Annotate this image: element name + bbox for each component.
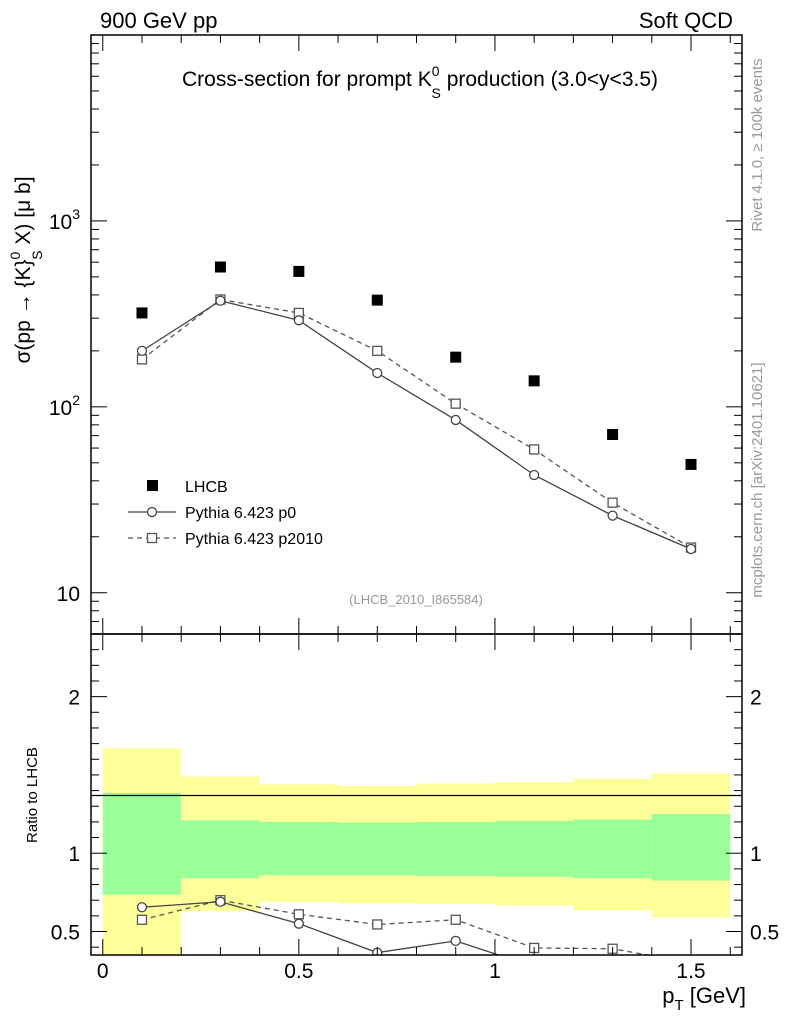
ratio-ylabel: Ratio to LHCB	[24, 747, 41, 843]
ratio-point-p2010	[293, 909, 304, 920]
x-tick-label: 0.5	[284, 960, 313, 983]
ratio-point-p0	[450, 935, 461, 947]
top-ytick-label: 10	[57, 583, 80, 606]
top-point-p0	[293, 315, 304, 326]
top-point-lhcb	[136, 307, 148, 319]
main-ylabel-sup: 0	[7, 252, 23, 260]
top-ytick-label-base: 10	[57, 583, 80, 606]
ratio-ytick-label-right: 2	[750, 687, 762, 710]
top-point-lhcb	[214, 261, 226, 273]
ratio-ytick-label-right: 0.5	[750, 922, 779, 945]
ratio-point-p2010	[372, 919, 383, 930]
analysis-watermark: (LHCB_2010_I865584)	[349, 592, 483, 607]
top-ytick-label: 103	[49, 206, 80, 234]
ratio-axes: 0.5 0.5 1 1 2 2 0 0.5 1 1.5	[51, 634, 779, 983]
header-right: Soft QCD	[639, 8, 733, 33]
ratio-band-green	[651, 814, 731, 881]
top-point-lhcb	[450, 351, 462, 363]
ratio-point-p0	[136, 902, 148, 913]
legend-marker-p2010	[146, 532, 158, 544]
top-ytick-label-exp: 2	[72, 392, 80, 408]
x-tick-label: 1	[489, 960, 501, 983]
x-axis-label: pT [GeV]	[662, 983, 746, 1014]
top-point-lhcb	[371, 294, 383, 306]
top-point-p2010	[450, 398, 461, 409]
top-ytick-label-base: 10	[49, 397, 72, 420]
legend-label-lhcb: LHCB	[185, 479, 228, 496]
ratio-ytick-label-left: 0.5	[51, 922, 80, 945]
x-axis-label-sub: T	[674, 997, 683, 1014]
top-point-p0	[685, 543, 697, 555]
ratio-band-green	[338, 822, 417, 876]
top-point-p2010	[136, 354, 148, 365]
header-left: 900 GeV pp	[100, 8, 217, 33]
main-ylabel: σ(pp → {K}0 S X) [μ b]	[7, 176, 45, 363]
ratio-ytick-label-left: 1	[68, 843, 80, 866]
x-tick-label: 0	[97, 960, 109, 983]
mcplots-label: mcplots.cern.ch [arXiv:2401.10621]	[749, 362, 766, 597]
legend: LHCB Pythia 6.423 p0 Pythia 6.423 p2010	[128, 479, 323, 548]
main-title-pre: Cross-section for prompt K	[182, 68, 432, 91]
top-ytick-label-exp: 3	[72, 206, 80, 222]
main-title: Cross-section for prompt K0 S production …	[182, 63, 658, 101]
top-ytick-label: 102	[49, 392, 80, 420]
x-tick-label: 1.5	[676, 960, 705, 983]
ratio-band-green	[259, 821, 339, 876]
x-axis-label-unit: [GeV]	[684, 983, 746, 1008]
top-point-p0	[450, 414, 461, 426]
ratio-band-green	[494, 821, 574, 877]
top-point-p0	[529, 469, 540, 481]
main-ylabel-pre: σ(pp → {K}	[12, 260, 35, 364]
main-title-sup: 0	[432, 63, 440, 79]
ratio-uncertainty-bands	[102, 748, 731, 955]
legend-marker-lhcb	[147, 480, 158, 491]
top-point-lhcb	[528, 375, 540, 387]
ratio-point-p2010	[450, 914, 461, 925]
ratio-band-green	[573, 819, 652, 879]
main-title-post: production (3.0<y<3.5)	[441, 68, 658, 91]
ratio-point-p0	[293, 918, 304, 929]
top-point-p2010	[529, 444, 540, 455]
top-point-p0	[136, 345, 148, 357]
top-line-p2010	[141, 298, 692, 549]
main-ylabel-sub: S	[29, 250, 45, 259]
legend-label-p2010: Pythia 6.423 p2010	[185, 531, 323, 548]
ratio-line-p0	[141, 901, 501, 955]
ratio-band-green	[102, 792, 182, 895]
ratio-point-p0	[530, 962, 539, 971]
top-ytick-label-base: 10	[49, 211, 72, 234]
top-series-layer	[136, 261, 697, 555]
ratio-ytick-label-right: 1	[750, 843, 762, 866]
top-point-lhcb	[607, 428, 619, 440]
ratio-point-p2010	[136, 914, 148, 925]
ratio-line-p2010	[141, 899, 652, 955]
top-point-p0	[607, 510, 618, 521]
legend-label-p0: Pythia 6.423 p0	[185, 505, 296, 522]
rivet-version-label: Rivet 4.1.0, ≥ 100k events	[749, 58, 766, 231]
top-point-p2010	[607, 497, 618, 508]
top-point-p2010	[372, 345, 383, 357]
top-point-p0	[215, 295, 226, 306]
top-line-p0	[141, 300, 692, 550]
x-axis-label-p: p	[662, 983, 674, 1008]
ratio-band-green	[181, 820, 260, 879]
main-title-sub: S	[432, 85, 441, 101]
ratio-point-p0	[215, 896, 226, 907]
top-point-lhcb	[293, 265, 305, 277]
top-point-p0	[372, 367, 383, 379]
main-ylabel-post: X) [μ b]	[12, 176, 35, 250]
legend-marker-p0	[146, 506, 158, 518]
ratio-ytick-label-left: 2	[68, 687, 80, 710]
top-point-lhcb	[685, 458, 697, 470]
ratio-band-green	[416, 821, 495, 876]
